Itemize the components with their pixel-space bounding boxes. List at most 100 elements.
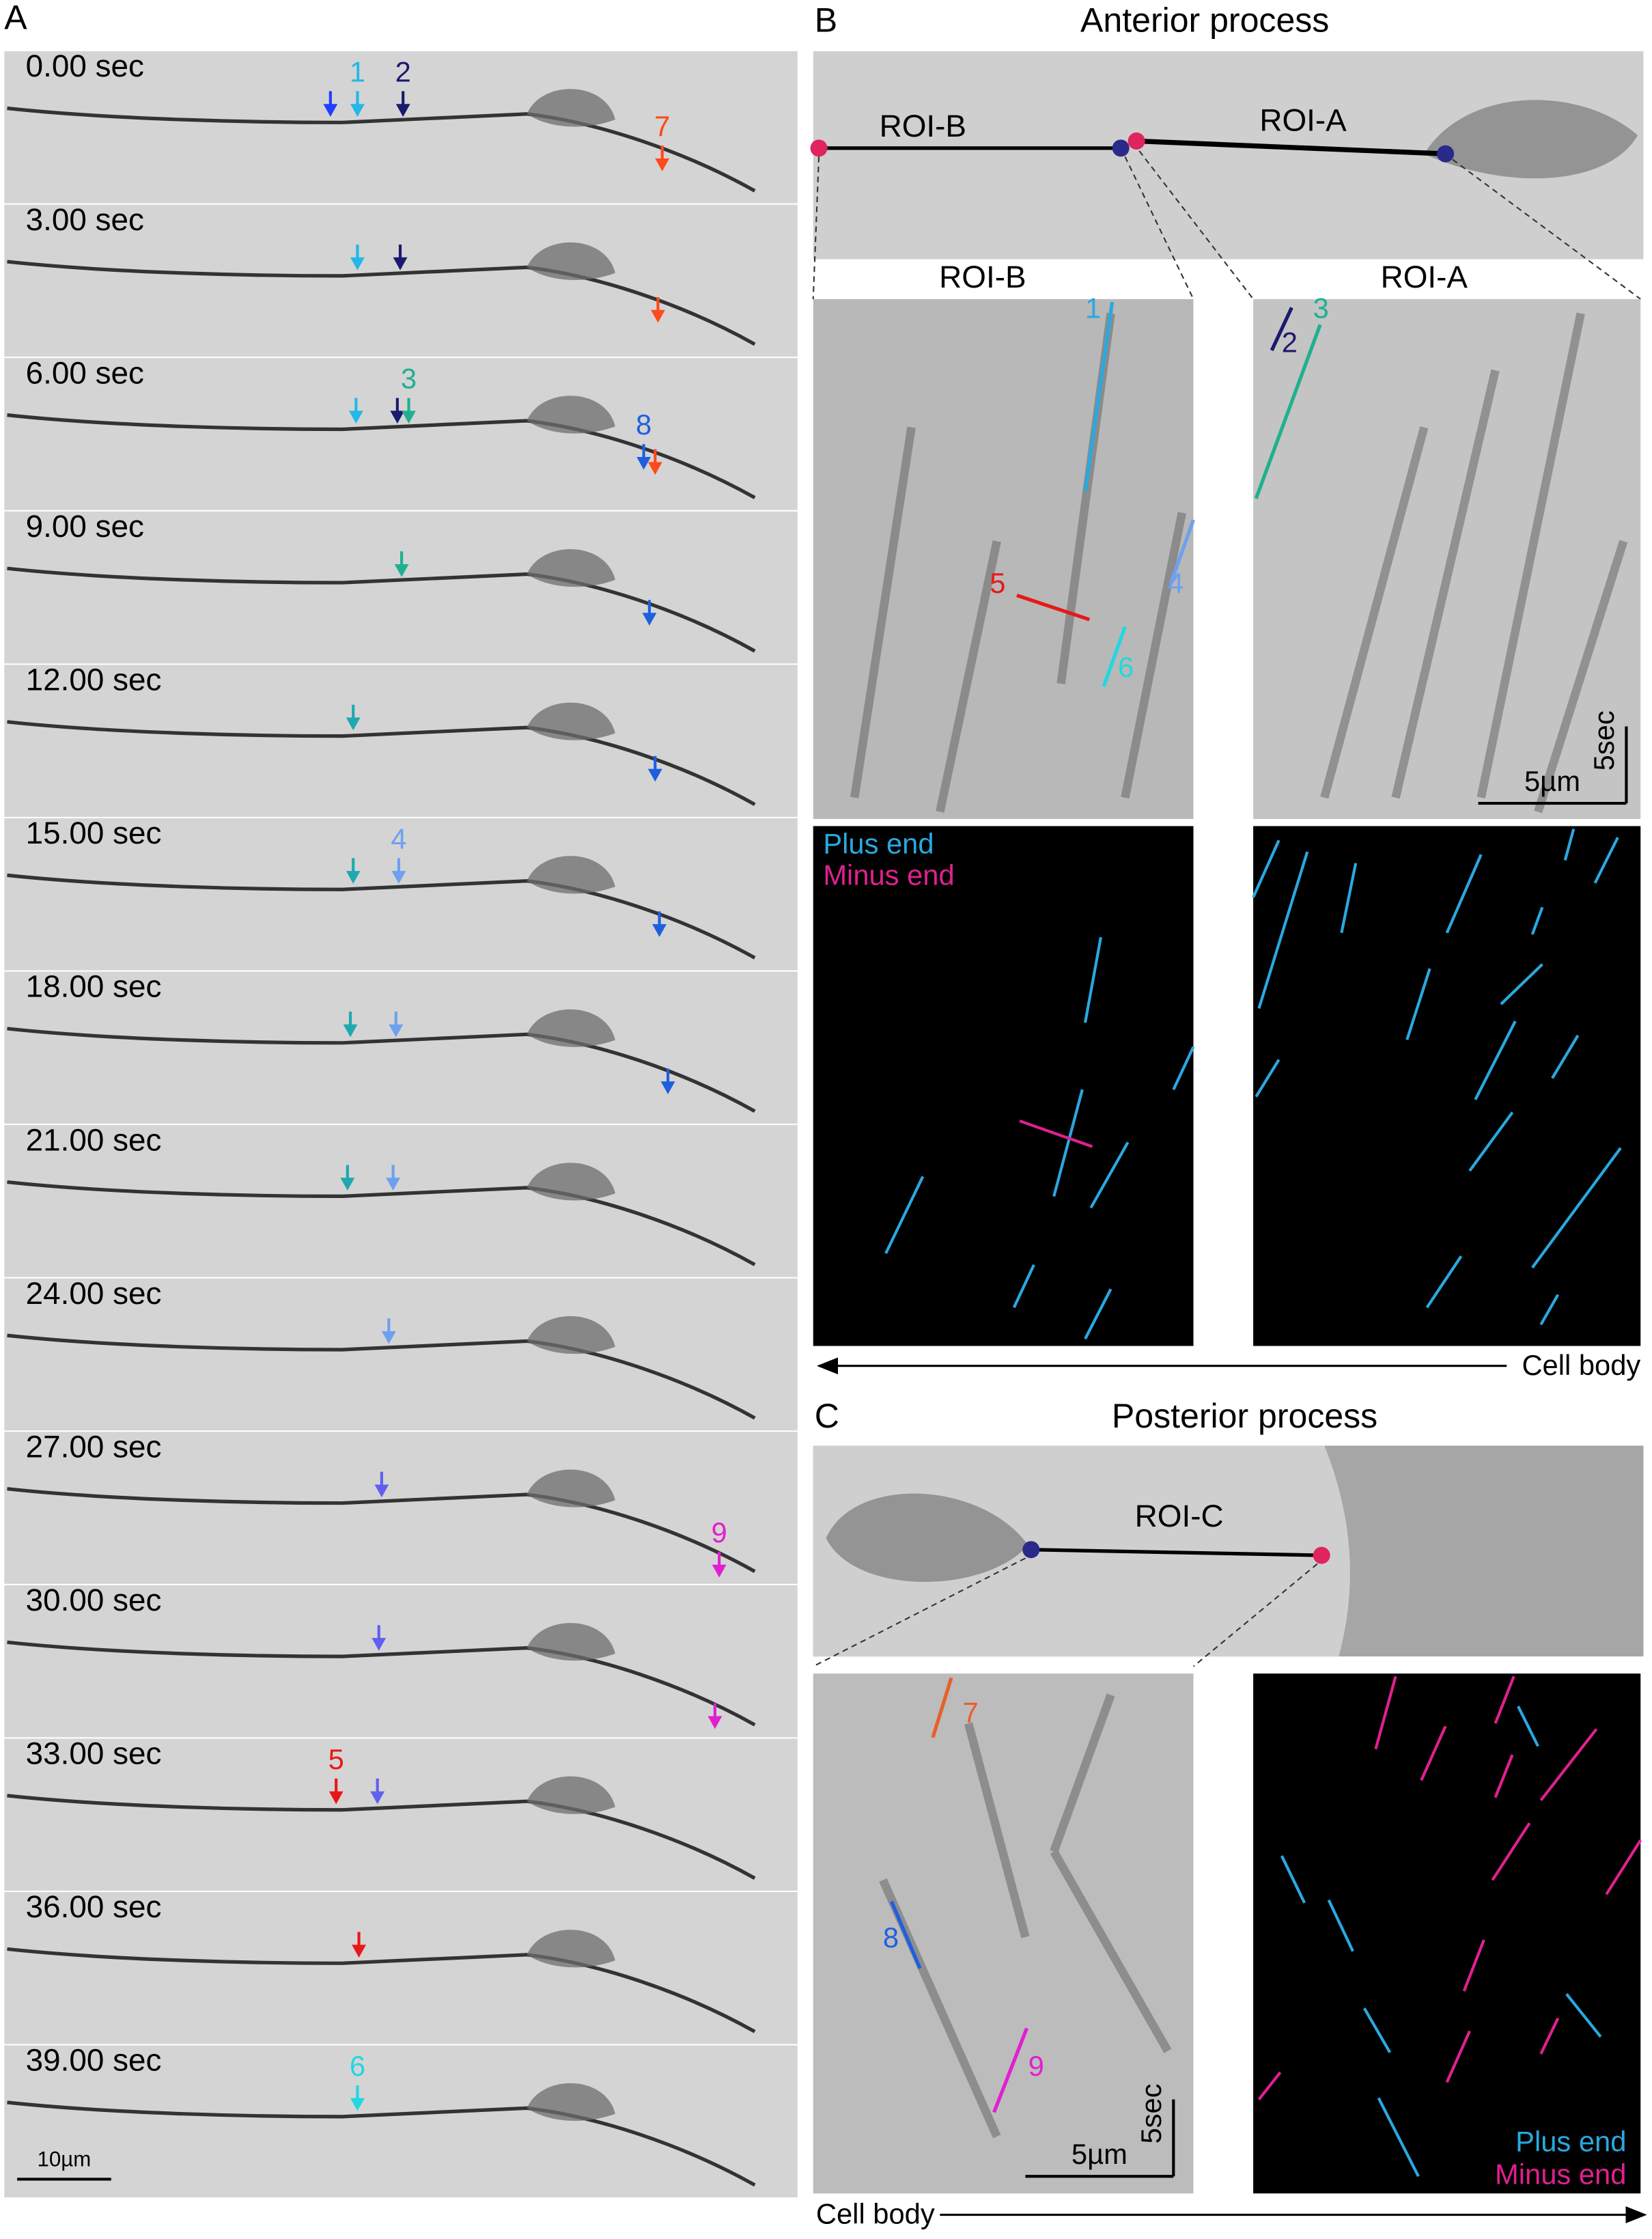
frame: 3.00 sec — [4, 201, 798, 357]
panel-a: A 0.00 sec 3.00 sec 6.00 sec 9.00 sec 12.00 … — [4, 0, 798, 2198]
arrow-head — [343, 1024, 358, 1038]
timestamp: 33.00 sec — [26, 1736, 162, 1771]
process — [7, 106, 756, 193]
roi-dot — [1437, 145, 1455, 163]
arrow-head — [394, 564, 409, 577]
arrow-label: 2 — [395, 55, 411, 87]
frame-bg — [4, 665, 798, 817]
kymo-tracks — [890, 1677, 1028, 2113]
arrow-label: 9 — [712, 1516, 727, 1548]
timestamp: 18.00 sec — [26, 969, 162, 1004]
panel-b: B Anterior process ROI-B ROI-A ROI-B ROI… — [810, 1, 1644, 1381]
cell-body — [527, 1009, 615, 1047]
arrow-head — [647, 768, 662, 782]
frame: 33.00 sec — [4, 1736, 798, 1891]
arrow-head — [395, 104, 410, 117]
process — [7, 873, 756, 960]
frame-bg — [4, 1125, 798, 1277]
frame-bg — [4, 358, 798, 510]
arrow-head — [350, 257, 365, 270]
frame: 36.00 sec — [4, 1889, 798, 2044]
panel-title: Posterior process — [1112, 1397, 1377, 1435]
timestamp: 12.00 sec — [26, 662, 162, 697]
arrow-head — [372, 1638, 387, 1651]
arrow-head — [636, 456, 652, 470]
cell-body — [826, 1493, 1028, 1582]
arrow-head — [352, 1945, 366, 1958]
frame: 6.00 sec — [4, 354, 798, 510]
arrow-head — [393, 257, 408, 270]
arrow-head — [712, 1564, 727, 1578]
scale-label: 5sec — [1135, 2083, 1167, 2143]
track-label: 8 — [883, 1921, 899, 1953]
timestamp: 6.00 sec — [26, 354, 144, 390]
frame: 27.00 sec — [4, 1428, 798, 1584]
process — [7, 260, 756, 346]
arrow-head — [374, 1484, 389, 1498]
roi-line — [1136, 138, 1446, 156]
arrow-head — [323, 104, 338, 117]
cell-body — [527, 1316, 615, 1354]
timestamp: 9.00 sec — [26, 508, 144, 544]
axis-label: Cell body — [1522, 1349, 1640, 1381]
process — [7, 2100, 756, 2187]
frame-bg — [4, 1892, 798, 2044]
track-label: 9 — [1028, 2050, 1044, 2082]
cell-body — [527, 242, 615, 281]
arrow-label: 1 — [350, 55, 365, 87]
track-label: 5 — [990, 567, 1005, 599]
frame: 0.00 sec — [4, 48, 798, 204]
track-label: 7 — [963, 1697, 979, 1729]
panel-c: C Posterior process ROI-C 7 8 9 5µm 5sec — [813, 1397, 1647, 2230]
frame-bg — [4, 1432, 798, 1584]
panel-title: Anterior process — [1080, 1, 1329, 40]
arrow-head — [391, 871, 406, 884]
zoom-guides — [813, 1557, 1318, 1667]
arrow-label: 3 — [401, 363, 417, 395]
traces — [1257, 1675, 1642, 2100]
cell-body — [527, 2083, 615, 2122]
arrow-head — [381, 1331, 396, 1344]
frame-bg — [4, 1738, 798, 1891]
arrow-head — [340, 1178, 355, 1191]
arrow-head — [350, 104, 365, 117]
kymograph — [813, 1673, 1194, 2194]
panel-label: B — [815, 1, 837, 40]
panel-label: C — [815, 1397, 839, 1435]
frame: 9.00 sec — [4, 508, 798, 664]
process — [7, 1333, 756, 1420]
arrow-head — [642, 613, 657, 626]
frame: 12.00 sec — [4, 662, 798, 817]
zoom-guides — [812, 150, 1641, 300]
track-label: 4 — [1168, 567, 1184, 599]
cell-body — [527, 1930, 615, 1968]
roi-dot — [810, 139, 828, 157]
cell-body — [527, 1776, 615, 1814]
kymo-tracks — [1016, 301, 1322, 687]
trace-panel — [813, 826, 1194, 1346]
arrow-head — [346, 871, 361, 884]
arrow-head — [402, 411, 416, 424]
cell-body — [1424, 100, 1638, 179]
arrow-head — [386, 1178, 401, 1191]
frame-bg — [4, 1585, 798, 1738]
arrow-label: 6 — [350, 2050, 365, 2082]
kymograph — [813, 298, 1194, 820]
roi-label: ROI-C — [1135, 1498, 1224, 1533]
arrow-head — [651, 309, 665, 323]
frame-bg — [4, 2045, 798, 2198]
scale-label: 5sec — [1588, 710, 1620, 770]
track-label: 1 — [1085, 292, 1101, 324]
track-label: 3 — [1313, 292, 1329, 324]
kymo-title: ROI-A — [1381, 259, 1468, 294]
arrow-head — [655, 158, 670, 171]
roi-dot — [1128, 132, 1145, 150]
process — [7, 1947, 756, 2033]
roi-line — [1031, 1548, 1322, 1557]
frame-bg — [4, 971, 798, 1124]
timestamp: 3.00 sec — [26, 201, 144, 237]
process — [7, 413, 756, 499]
timestamp: 24.00 sec — [26, 1275, 162, 1311]
timestamp: 0.00 sec — [26, 48, 144, 83]
legend-label: Minus end — [823, 859, 954, 891]
